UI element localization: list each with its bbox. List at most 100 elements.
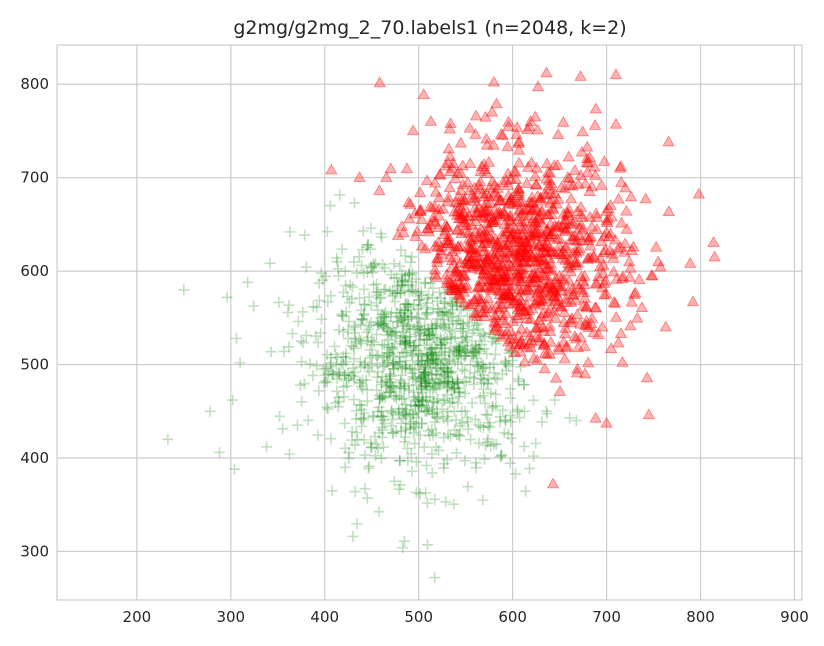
red-triangle-point: [532, 238, 545, 250]
red-triangle-point: [507, 279, 521, 291]
green-plus-point: [390, 393, 402, 405]
red-triangle-point: [570, 234, 584, 246]
red-triangle-point: [498, 217, 511, 229]
red-triangle-point: [555, 271, 569, 283]
green-plus-point: [412, 391, 424, 403]
red-triangle-point: [474, 175, 487, 187]
green-plus-point: [403, 298, 415, 310]
red-triangle-point: [469, 127, 482, 139]
red-triangle-point: [519, 215, 533, 227]
red-triangle-point: [594, 235, 608, 247]
red-triangle-point: [608, 233, 622, 245]
green-plus-point: [504, 457, 516, 469]
green-plus-point: [377, 320, 389, 332]
green-plus-point: [404, 362, 416, 374]
red-triangle-point: [497, 289, 511, 301]
red-triangle-point: [548, 276, 562, 287]
green-plus-point: [477, 359, 489, 371]
red-triangle-point: [422, 225, 435, 237]
green-plus-point: [431, 355, 443, 367]
red-triangle-point: [497, 205, 510, 217]
green-plus-point: [416, 355, 428, 367]
green-plus-point: [386, 405, 398, 417]
green-plus-point: [398, 392, 410, 404]
green-plus-point: [505, 392, 517, 404]
green-plus-point: [472, 419, 484, 431]
green-plus-point: [363, 323, 375, 335]
green-plus-point: [429, 493, 441, 505]
green-plus-point: [472, 343, 484, 355]
red-triangle-point: [487, 274, 501, 285]
red-triangle-point: [539, 234, 552, 246]
green-plus-point: [394, 455, 406, 467]
green-plus-point: [420, 487, 432, 499]
red-triangle-point: [432, 236, 445, 247]
green-plus-point: [426, 342, 438, 354]
red-triangle-point: [478, 207, 491, 218]
red-triangle-point: [496, 228, 509, 239]
green-plus-point: [214, 446, 226, 458]
red-triangle-point: [451, 205, 464, 216]
red-triangle-point: [559, 253, 572, 265]
red-triangle-point: [544, 228, 558, 239]
green-plus-point: [419, 367, 431, 379]
red-triangle-point: [551, 220, 565, 232]
red-triangle-point: [516, 284, 530, 296]
red-triangle-point: [474, 241, 488, 252]
green-plus-point: [426, 369, 438, 381]
red-triangle-point: [529, 110, 542, 122]
green-plus-point: [358, 283, 370, 295]
red-triangle-point: [520, 340, 534, 352]
red-triangle-point: [585, 311, 599, 323]
green-plus-point: [446, 289, 458, 301]
green-plus-point: [343, 372, 355, 384]
green-plus-point: [369, 430, 381, 442]
red-triangle-point: [587, 326, 600, 337]
green-plus-point: [415, 289, 427, 301]
green-plus-point: [460, 331, 472, 343]
red-triangle-point: [498, 279, 511, 290]
green-plus-point: [388, 272, 400, 284]
points-layer: [162, 66, 721, 584]
green-plus-point: [381, 323, 393, 335]
green-plus-point: [500, 365, 512, 377]
green-plus-point: [451, 447, 463, 459]
green-plus-point: [505, 346, 517, 358]
red-triangle-point: [564, 192, 578, 204]
green-plus-point: [388, 258, 400, 270]
red-triangle-point: [489, 321, 502, 333]
green-plus-point: [376, 378, 388, 390]
red-triangle-point: [490, 240, 503, 252]
red-triangle-point: [528, 271, 541, 283]
green-plus-point: [455, 353, 467, 365]
green-plus-point: [447, 304, 459, 316]
red-triangle-point: [504, 231, 517, 242]
red-triangle-point: [468, 201, 482, 213]
green-plus-point: [424, 361, 436, 373]
green-plus-point: [396, 276, 408, 288]
green-plus-point: [506, 345, 518, 357]
red-triangle-point: [457, 206, 470, 217]
green-plus-point: [466, 327, 478, 339]
red-triangle-point: [463, 184, 476, 196]
green-plus-point: [389, 338, 401, 350]
x-tick-label: 800: [686, 608, 715, 626]
red-triangle-point: [517, 338, 530, 350]
red-triangle-point: [431, 240, 444, 252]
red-triangle-point: [583, 151, 596, 162]
red-triangle-point: [549, 371, 563, 383]
green-plus-point: [350, 413, 362, 425]
red-triangle-point: [516, 243, 529, 255]
red-triangle-point: [476, 187, 489, 199]
green-plus-point: [447, 315, 459, 327]
red-triangle-point: [580, 319, 593, 331]
green-plus-point: [451, 300, 463, 312]
red-triangle-point: [532, 282, 545, 294]
red-triangle-point: [537, 241, 551, 252]
red-triangle-point: [380, 171, 393, 182]
red-triangle-point: [539, 188, 553, 200]
green-plus-point: [333, 367, 345, 379]
red-triangle-point: [542, 179, 556, 190]
green-plus-point: [400, 422, 412, 434]
green-plus-point: [357, 314, 369, 326]
